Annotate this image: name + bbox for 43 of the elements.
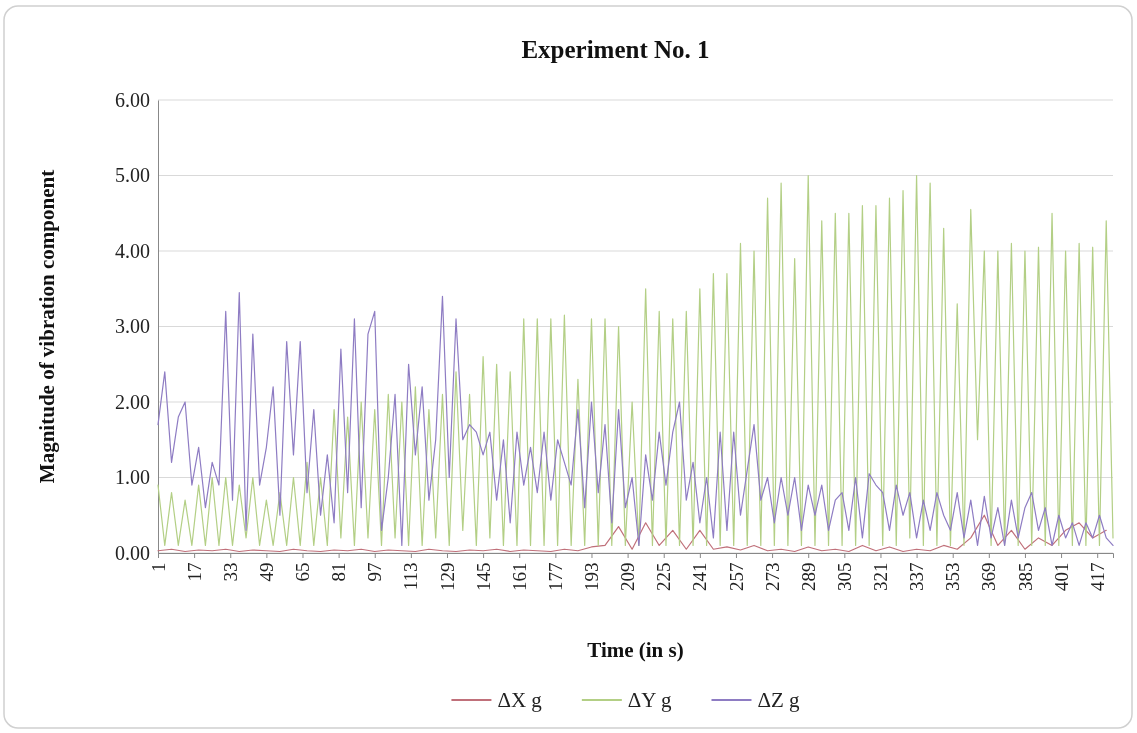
x-tick-label: 337	[906, 562, 928, 591]
x-tick-label: 193	[581, 562, 603, 591]
y-tick-label: 6.00	[115, 88, 150, 111]
x-tick-label: 257	[725, 562, 747, 591]
x-tick-label: 49	[255, 562, 277, 582]
chart-title: Experiment No. 1	[521, 36, 710, 63]
legend-label: ΔZ g	[757, 688, 801, 712]
x-tick-label: 65	[292, 562, 314, 582]
y-tick-label: 4.00	[115, 239, 150, 262]
x-tick-label: 33	[219, 562, 241, 582]
y-tick-label: 5.00	[115, 164, 150, 187]
line-series	[157, 514, 1107, 553]
x-tick-label: 209	[617, 562, 639, 591]
line-series	[157, 291, 1114, 547]
x-tick-label: 417	[1086, 562, 1108, 591]
x-tick-label: 145	[472, 562, 494, 591]
x-tick-label: 241	[689, 562, 711, 591]
x-tick-label: 225	[653, 562, 675, 591]
y-tick-label: 1.00	[115, 466, 150, 489]
legend-label: ΔX g	[497, 688, 543, 712]
x-tick-label: 321	[870, 562, 892, 591]
x-tick-label: 273	[761, 562, 783, 591]
line-series	[157, 174, 1114, 547]
x-tick-label: 129	[436, 562, 458, 591]
x-tick-label: 177	[544, 562, 566, 591]
x-tick-label: 81	[328, 562, 350, 582]
x-tick-label: 353	[942, 562, 964, 591]
x-tick-label: 97	[364, 562, 386, 582]
x-tick-label: 161	[508, 562, 530, 591]
legend-label: ΔY g	[627, 688, 672, 712]
x-tick-label: 113	[400, 562, 422, 591]
x-tick-label: 369	[978, 562, 1000, 591]
y-axis-title: Magnitude of vibration component	[35, 169, 59, 484]
x-tick-label: 289	[797, 562, 819, 591]
x-tick-label: 305	[833, 562, 855, 591]
x-axis-title: Time (in s)	[587, 638, 684, 662]
x-tick-label: 17	[183, 562, 205, 582]
y-tick-label: 3.00	[115, 315, 150, 338]
x-tick-label: 385	[1014, 562, 1036, 591]
y-tick-label: 0.00	[115, 541, 150, 564]
x-tick-label: 401	[1050, 562, 1072, 591]
x-tick-label: 1	[147, 562, 169, 572]
y-tick-label: 2.00	[115, 390, 150, 413]
